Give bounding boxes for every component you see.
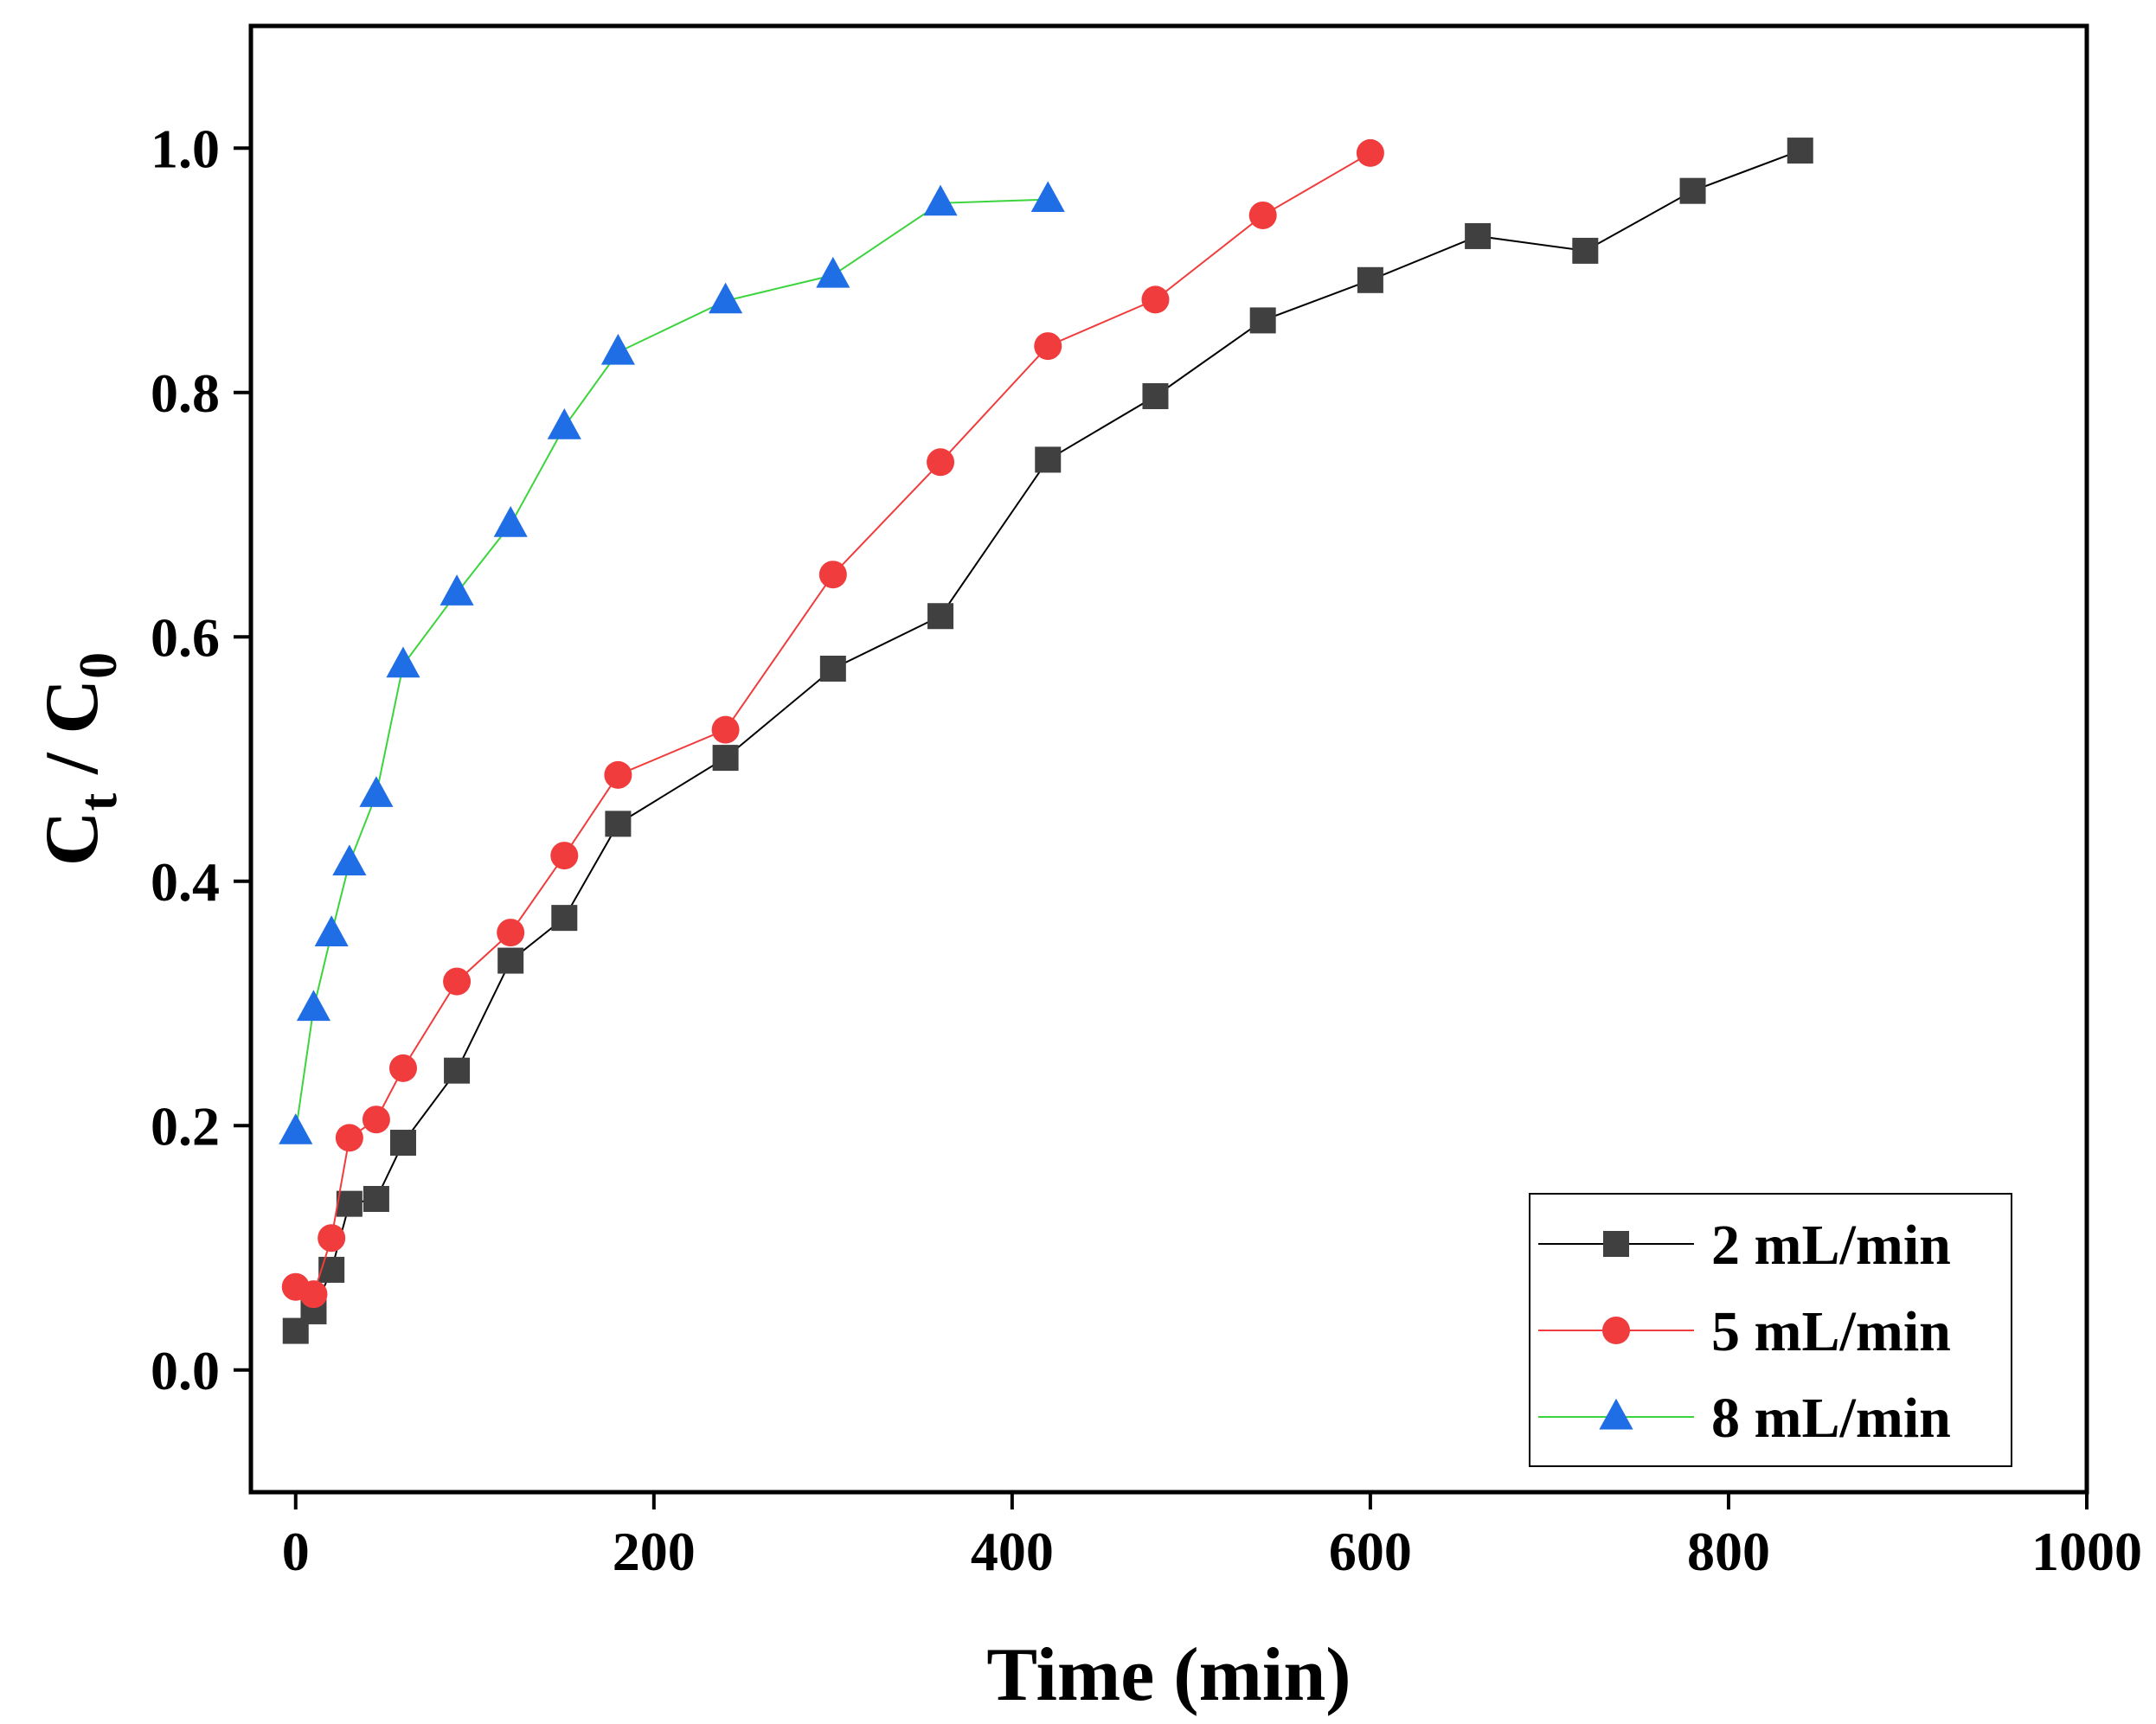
data-point	[299, 1280, 328, 1309]
data-point	[1357, 266, 1383, 293]
y-tick-label: 0.0	[151, 1340, 220, 1401]
data-point	[1034, 332, 1062, 361]
series-3	[279, 181, 1065, 1144]
data-point	[1787, 138, 1813, 164]
data-point	[296, 990, 331, 1022]
y-axis-title: Ct / C0	[30, 652, 128, 866]
y-axis-title-main: C	[30, 811, 114, 867]
data-point	[1248, 201, 1277, 229]
legend-label: 5 mL/min	[1711, 1300, 1951, 1363]
data-point	[1249, 307, 1276, 334]
data-point	[1142, 382, 1169, 409]
y-axis-title-sub1: t	[69, 793, 128, 811]
data-point	[818, 561, 847, 589]
plot-frame	[248, 23, 2089, 1495]
data-point	[712, 745, 739, 772]
y-axis-title-sub2: 0	[69, 652, 128, 679]
data-point	[332, 844, 367, 876]
data-point	[363, 1186, 389, 1212]
data-point	[279, 1113, 313, 1144]
data-point	[444, 1057, 471, 1084]
axes: 0 200 400 600 800 1000 0.0 0.2 0.4 0.6 0.8 1.0	[151, 118, 2142, 1582]
data-point	[1572, 237, 1599, 264]
data-point	[819, 655, 846, 682]
x-tick-label: 800	[1687, 1521, 1770, 1582]
x-tick-label: 1000	[2031, 1521, 2142, 1582]
data-point	[1141, 285, 1170, 314]
legend-item: 5 mL/min	[1538, 1300, 1951, 1363]
data-point	[1035, 446, 1062, 473]
data-point	[604, 760, 632, 789]
data-point	[497, 919, 525, 947]
x-tick-label: 600	[1329, 1521, 1412, 1582]
data-point	[927, 448, 955, 477]
legend-marker	[1602, 1317, 1630, 1344]
data-point	[493, 506, 528, 537]
data-point	[1679, 177, 1706, 204]
data-point	[335, 1124, 363, 1152]
data-point	[362, 1106, 390, 1134]
legend-marker	[1603, 1231, 1629, 1257]
x-axis-title: Time (min)	[986, 1633, 1351, 1717]
data-point	[336, 1190, 363, 1217]
data-point	[1356, 138, 1384, 167]
data-point	[318, 1224, 346, 1253]
legend-item: 2 mL/min	[1538, 1214, 1951, 1277]
data-point	[388, 1054, 417, 1082]
data-point	[550, 842, 579, 870]
x-tick-label: 400	[971, 1521, 1054, 1582]
data-point	[551, 905, 578, 932]
data-point	[547, 408, 581, 439]
y-tick-label: 0.2	[151, 1095, 220, 1157]
data-point	[318, 1256, 345, 1283]
data-point	[314, 915, 349, 946]
data-point	[927, 603, 954, 630]
legend-marker	[1599, 1398, 1633, 1430]
y-tick-label: 0.4	[151, 851, 220, 913]
data-point	[709, 282, 743, 314]
series-1	[282, 138, 1813, 1344]
series-2	[281, 138, 1384, 1309]
plot-area	[279, 138, 1813, 1344]
data-point	[605, 811, 632, 837]
legend-label: 2 mL/min	[1711, 1214, 1951, 1277]
data-point	[359, 776, 394, 807]
x-tick-label: 200	[613, 1521, 696, 1582]
data-point	[816, 256, 850, 288]
x-tick-label: 0	[282, 1521, 310, 1582]
data-point	[386, 646, 420, 678]
data-point	[1465, 222, 1492, 249]
data-point	[711, 715, 740, 744]
data-point	[600, 333, 635, 365]
y-tick-label: 0.8	[151, 362, 220, 424]
legend-item: 8 mL/min	[1538, 1387, 1951, 1450]
legend-label: 8 mL/min	[1711, 1387, 1951, 1450]
data-point	[443, 967, 472, 996]
legend: 2 mL/min 5 mL/min 8 mL/min	[1529, 1193, 2012, 1467]
y-tick-label: 0.6	[151, 606, 220, 668]
data-point	[1030, 181, 1065, 213]
data-point	[923, 184, 958, 216]
y-axis-title-sep: / C	[30, 679, 114, 793]
y-tick-label: 1.0	[151, 118, 220, 179]
data-point	[497, 947, 524, 974]
data-point	[389, 1130, 416, 1157]
data-point	[440, 574, 474, 606]
